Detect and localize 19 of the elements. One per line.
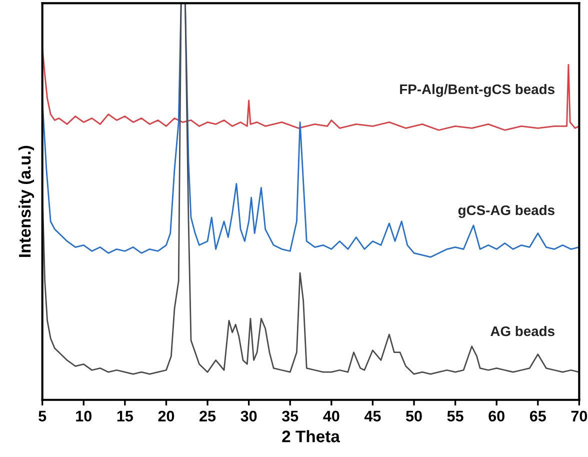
series-label: AG beads (490, 326, 554, 336)
x-tick-label: 50 (406, 410, 422, 422)
x-tick-label: 45 (364, 410, 381, 422)
x-tick-label: 5 (38, 410, 46, 422)
y-axis-title: Intensity (a.u.) (18, 146, 34, 257)
x-axis-title: 2 Theta (282, 430, 340, 442)
x-tick-label: 20 (158, 410, 174, 422)
series-label: gCS-AG beads (458, 204, 554, 218)
x-tick-label: 70 (571, 410, 588, 422)
x-tick-label: 25 (200, 410, 216, 422)
x-tick-label: 40 (323, 410, 340, 422)
series-label: FP-Alg/Bent-gCS beads (400, 84, 554, 97)
x-tick-label: 35 (282, 410, 298, 422)
x-tick-label: 10 (76, 410, 92, 422)
x-tick-label: 15 (117, 410, 133, 422)
x-tick-label: 30 (240, 410, 257, 422)
x-tick-label: 55 (447, 410, 464, 422)
x-tick-label: 65 (530, 410, 546, 422)
x-tick-label: 60 (488, 410, 504, 422)
